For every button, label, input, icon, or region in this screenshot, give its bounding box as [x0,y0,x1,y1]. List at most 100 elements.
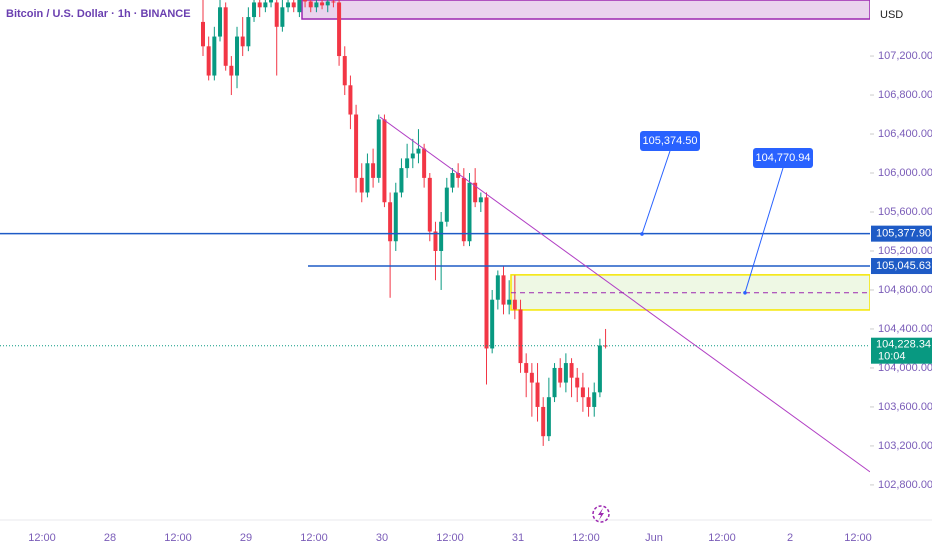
callout-anchor [743,291,747,295]
price-label-box [871,258,932,275]
current-price-box [871,337,932,364]
candle-body [257,2,262,8]
candle-body [297,0,302,13]
candle-body [518,309,523,364]
zone [301,0,871,20]
callout-connector [641,150,671,235]
candle-body [456,173,461,178]
y-tick-label: 107,200.00 [878,50,932,62]
candle-body [371,163,376,178]
replay-bolt[interactable] [598,508,604,520]
candle-body [473,182,478,203]
x-tick-label: 30 [376,532,388,544]
candle-body [263,2,268,8]
candle-body [524,363,529,373]
candle-body [348,85,353,115]
replay-ring[interactable] [592,505,610,523]
candle-body [325,1,330,6]
candle-body [342,56,347,86]
y-tick-label: 102,800.00 [878,479,932,491]
candle-body [280,7,285,27]
candle-body [580,387,585,398]
price-axis-panel [870,0,932,550]
x-tick-label: 12:00 [844,532,872,544]
price-label: 105,045.63 [876,260,931,272]
callout-box [640,131,700,151]
y-tick-label: 105,600.00 [878,206,932,218]
candle-body [461,177,466,242]
current-price-label: 104,228.34 [876,339,931,351]
candle-body [501,275,506,305]
x-tick-label: 12:00 [708,532,736,544]
y-tick-label: 103,200.00 [878,440,932,452]
candle-body [223,7,228,66]
candle-body [286,2,291,8]
candle-body [337,2,342,57]
candle-body [450,173,455,188]
candle-body [597,345,602,393]
y-tick-label: 104,400.00 [878,323,932,335]
candle-body [535,382,540,407]
x-tick-label: 31 [512,532,524,544]
replay-icon[interactable] [592,505,610,523]
price-label-box [871,225,932,242]
candle-body [552,367,557,398]
x-tick-label: 28 [104,532,116,544]
candle-body [320,2,325,6]
candle-body [291,2,296,8]
y-tick-label: 105,200.00 [878,245,932,257]
candle-body [274,2,279,27]
candle-body [246,17,251,47]
candle-body [439,221,444,251]
candle-body [393,192,398,242]
candle-body [529,372,534,383]
candle-body [444,187,449,222]
candle-body [478,197,483,203]
y-tick-label: 104,800.00 [878,284,932,296]
candle-body [206,46,211,76]
candle-body [376,119,381,178]
candle-body [218,7,223,37]
candle-body [512,299,517,310]
x-tick-label: 12:00 [436,532,464,544]
candle-body [269,0,274,3]
x-tick-label: 12:00 [164,532,192,544]
y-tick-label: 106,000.00 [878,167,932,179]
candle-body [433,231,438,251]
x-tick-label: Jun [645,532,663,544]
y-tick-label: 106,800.00 [878,89,932,101]
candle-body [201,21,205,47]
candle-body [229,65,234,76]
callout-label: 105,374.50 [642,135,697,147]
trendline [379,116,871,473]
y-tick-label: 104,000.00 [878,362,932,374]
candle-body [575,377,580,388]
candle-body [546,397,551,437]
candle-body [252,2,257,18]
candle-body [586,397,591,407]
candle-body [314,2,319,8]
candle-body [422,148,427,178]
candle-body [365,163,370,193]
candle-body [359,177,364,193]
candle-body [416,148,421,154]
candle-body [507,299,512,305]
candle-body [354,114,359,178]
callout-box [753,148,813,168]
candle-body [569,363,574,378]
x-tick-label: 29 [240,532,252,544]
callout-anchor [640,232,644,236]
x-tick-label: 12:00 [300,532,328,544]
candle-body [427,177,432,232]
candle-body [303,0,308,2]
candle-body [308,1,313,8]
candle-body [541,406,546,437]
candle-body [405,158,410,169]
countdown-label: 10:04 [878,351,906,363]
candle-body [235,36,240,76]
candle-body [558,367,563,383]
callout-connector [744,167,784,293]
candle-body [495,275,500,300]
candle-body [490,299,495,349]
